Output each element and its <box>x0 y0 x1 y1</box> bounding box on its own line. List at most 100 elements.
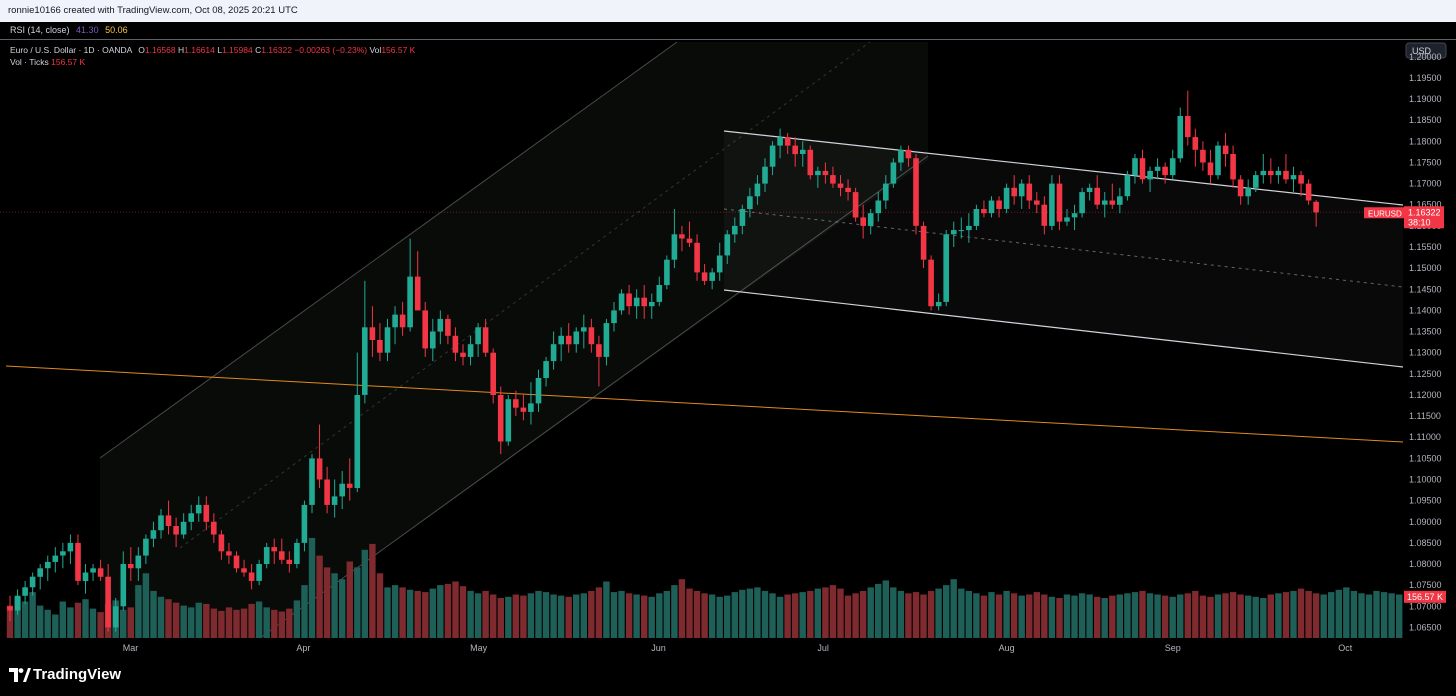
candle-body <box>158 515 164 531</box>
time-tick-label: Apr <box>296 643 310 653</box>
volume-bar <box>527 593 535 638</box>
candles <box>7 90 1319 632</box>
candle <box>256 559 262 586</box>
ascending-channel-upper[interactable] <box>99 41 678 459</box>
candle <box>762 158 768 193</box>
candle <box>128 547 134 581</box>
candle <box>1018 179 1025 209</box>
candle <box>112 597 119 632</box>
volume-bar <box>565 596 572 638</box>
volume-bar <box>1312 593 1320 638</box>
candle-body <box>573 331 580 345</box>
candle-body <box>286 559 293 564</box>
price-axis[interactable]: USD 1.06500 1.07000 1.07500 1.08000 1.08500 1.… <box>1364 40 1456 638</box>
candle-body <box>1026 183 1033 201</box>
high-label: H <box>177 45 185 55</box>
candle-body <box>709 272 715 281</box>
volume-bar <box>6 605 14 638</box>
pane-divider[interactable] <box>0 39 1456 40</box>
candle <box>1124 170 1131 201</box>
currency-badge[interactable]: USD <box>1405 42 1447 59</box>
candle-body <box>7 606 13 611</box>
candle <box>867 208 874 235</box>
volume-bar <box>1177 594 1184 638</box>
price-tick-label: 1.18500 <box>1409 115 1442 125</box>
price-tick-label: 1.10500 <box>1409 453 1442 463</box>
candle <box>951 221 957 248</box>
candle-body <box>603 323 610 357</box>
volume-bar <box>52 614 59 638</box>
volume-bar <box>1282 592 1290 638</box>
candle-body <box>256 564 262 581</box>
candle <box>1268 158 1274 184</box>
volume-bar <box>255 601 263 638</box>
candle <box>211 513 217 543</box>
volume-bar <box>354 567 361 638</box>
symbol-tag-bg <box>1364 207 1404 219</box>
candle <box>1169 149 1176 180</box>
candle <box>543 356 549 387</box>
candle <box>898 145 904 171</box>
created-by-text: ronnie10166 created with TradingView.com… <box>8 5 298 16</box>
volume-bar <box>542 592 550 638</box>
candle-body <box>112 606 119 628</box>
candle <box>920 221 927 269</box>
candle-body <box>67 542 74 552</box>
descending-channel-upper[interactable] <box>723 130 1404 206</box>
candle-body <box>437 318 444 332</box>
candle <box>513 390 519 417</box>
candle <box>520 394 527 421</box>
volume-bar <box>550 594 557 638</box>
price-tick-label: 1.19000 <box>1409 94 1442 104</box>
candle-body <box>22 587 28 596</box>
price-tick-label: 1.07500 <box>1409 580 1442 590</box>
candle-body <box>52 555 59 562</box>
candle <box>173 517 179 548</box>
tradingview-brand[interactable]: TradingView <box>9 666 121 683</box>
candle <box>52 547 59 573</box>
candle <box>958 217 965 239</box>
time-axis-bg[interactable] <box>0 638 1456 656</box>
time-tick-label: Jun <box>651 643 666 653</box>
candle-body <box>973 209 980 226</box>
candle <box>414 251 421 311</box>
candle-body <box>422 310 428 349</box>
rsi-pane[interactable]: RSI (14, close) 41.30 50.06 <box>0 22 1456 39</box>
candle <box>309 454 315 514</box>
volume-bar <box>1275 593 1282 638</box>
price-tick-label: 1.14000 <box>1409 305 1442 315</box>
price-axis-bg[interactable] <box>1403 40 1456 638</box>
candle-body <box>135 555 142 569</box>
volume-bar <box>44 609 51 638</box>
candle-body <box>1162 166 1168 176</box>
vol-ticks-label[interactable]: Vol · Ticks <box>10 57 49 67</box>
orange-trendline[interactable] <box>5 365 1404 443</box>
candle <box>82 564 89 594</box>
symbol-description[interactable]: Euro / U.S. Dollar · 1D · OANDA <box>10 45 132 55</box>
candle <box>377 323 383 362</box>
price-tick-label: 1.12500 <box>1409 369 1442 379</box>
candle-body <box>1298 175 1304 184</box>
candle-body <box>211 521 217 535</box>
descending-channel-lower[interactable] <box>723 289 1404 368</box>
candle <box>535 369 542 412</box>
candle <box>467 335 474 366</box>
candle-body <box>815 170 821 176</box>
candle-body <box>1275 170 1282 176</box>
last-price-value: 1.16322 <box>1408 207 1441 217</box>
candle <box>671 208 678 269</box>
candle-body <box>762 166 768 184</box>
rsi-ma-value: 50.06 <box>105 25 128 35</box>
volume-bar <box>384 587 391 638</box>
candle <box>354 352 361 493</box>
plot-area[interactable] <box>0 40 1403 638</box>
candle <box>988 196 995 218</box>
price-chart[interactable]: USD 1.06500 1.07000 1.07500 1.08000 1.08500 1.… <box>0 0 1456 656</box>
price-tick-label: 1.15000 <box>1409 263 1442 273</box>
time-axis[interactable]: Mar Apr May Jun Jul Aug Sep Oct <box>0 638 1456 656</box>
volume-bar <box>1094 596 1101 638</box>
volume-bar <box>59 601 66 638</box>
candle <box>218 530 225 560</box>
candle-body <box>716 255 723 273</box>
